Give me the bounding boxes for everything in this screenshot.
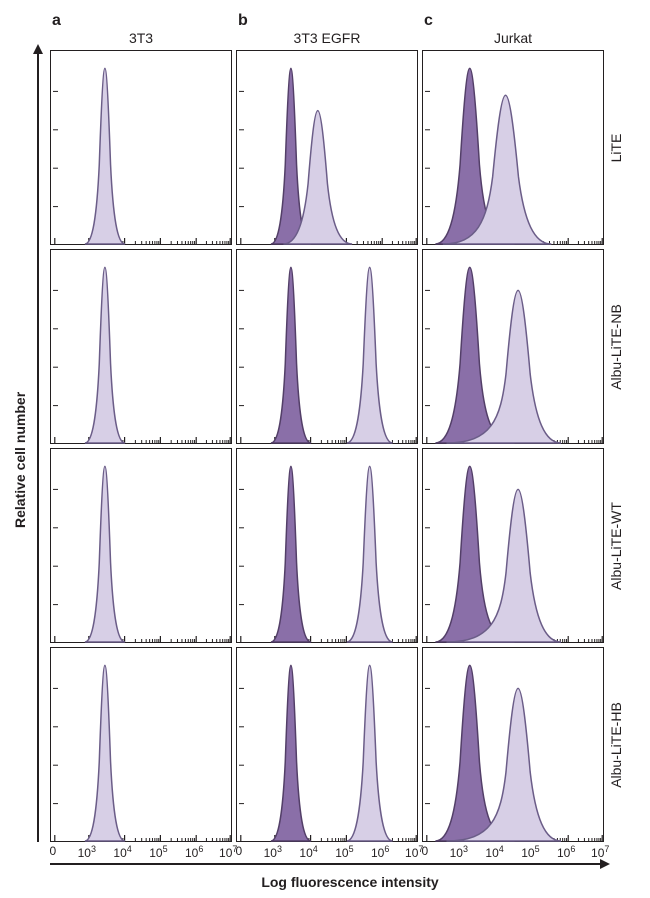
histogram-peak: [270, 665, 310, 841]
row-label-2: Albu-LiTE-WT: [608, 476, 624, 616]
panel-r1-c1: [236, 249, 418, 444]
panel-svg-r2-c1: [239, 451, 418, 643]
histogram-peak: [346, 267, 392, 443]
row-label-1: Albu-LiTE-NB: [608, 277, 624, 417]
x-tick-label: 106: [179, 844, 209, 860]
panel-letter-c: c: [424, 12, 433, 30]
panel-r2-c1: [236, 448, 418, 643]
col-header-2: Jurkat: [422, 30, 604, 46]
x-tick-label: 104: [294, 844, 324, 860]
y-axis-arrow: [28, 44, 48, 848]
panel-svg-r3-c0: [53, 650, 232, 842]
col-header-1: 3T3 EGFR: [236, 30, 418, 46]
histogram-peak: [346, 665, 392, 841]
x-tick-label: 104: [108, 844, 138, 860]
panel-svg-r3-c2: [425, 650, 604, 842]
panel-svg-r2-c2: [425, 451, 604, 643]
panel-r0-c1: [236, 50, 418, 245]
x-tick-label: 104: [480, 844, 510, 860]
histogram-peak: [84, 68, 124, 244]
panel-r0-c2: [422, 50, 604, 245]
x-tick-label: 103: [444, 844, 474, 860]
panel-r2-c2: [422, 448, 604, 643]
figure-root: Relative cell number Log fluorescence in…: [0, 0, 650, 898]
panel-letter-a: a: [52, 12, 61, 30]
x-tick-label: 0: [38, 844, 68, 858]
panel-r3-c1: [236, 647, 418, 842]
x-tick-label: 103: [72, 844, 102, 860]
panel-r1-c0: [50, 249, 232, 444]
panel-svg-r2-c0: [53, 451, 232, 643]
x-tick-label: 105: [329, 844, 359, 860]
histogram-peak: [84, 466, 124, 642]
col-header-0: 3T3: [50, 30, 232, 46]
panel-svg-r1-c2: [425, 252, 604, 444]
histogram-peak: [84, 267, 124, 443]
panel-svg-r0-c2: [425, 53, 604, 245]
panel-svg-r1-c1: [239, 252, 418, 444]
x-tick-label: 103: [258, 844, 288, 860]
x-tick-label: 105: [515, 844, 545, 860]
histogram-peak: [270, 267, 310, 443]
row-label-3: Albu-LiTE-HB: [608, 675, 624, 815]
panel-r3-c0: [50, 647, 232, 842]
histogram-peak: [346, 466, 392, 642]
x-tick-label: 106: [551, 844, 581, 860]
x-axis-label: Log fluorescence intensity: [170, 874, 530, 890]
x-tick-label: 107: [585, 844, 615, 860]
panel-svg-r1-c0: [53, 252, 232, 444]
panel-r3-c2: [422, 647, 604, 842]
panel-r2-c0: [50, 448, 232, 643]
x-tick-label: 0: [410, 844, 440, 858]
panel-svg-r0-c0: [53, 53, 232, 245]
histogram-peak: [84, 665, 124, 841]
panel-svg-r0-c1: [239, 53, 418, 245]
panel-r1-c2: [422, 249, 604, 444]
panel-svg-r3-c1: [239, 650, 418, 842]
x-tick-label: 106: [365, 844, 395, 860]
panel-r0-c0: [50, 50, 232, 245]
y-axis-label: Relative cell number: [12, 368, 28, 528]
x-tick-label: 0: [224, 844, 254, 858]
x-tick-label: 105: [143, 844, 173, 860]
histogram-peak: [270, 466, 310, 642]
row-label-0: LiTE: [608, 78, 624, 218]
panel-letter-b: b: [238, 12, 248, 30]
